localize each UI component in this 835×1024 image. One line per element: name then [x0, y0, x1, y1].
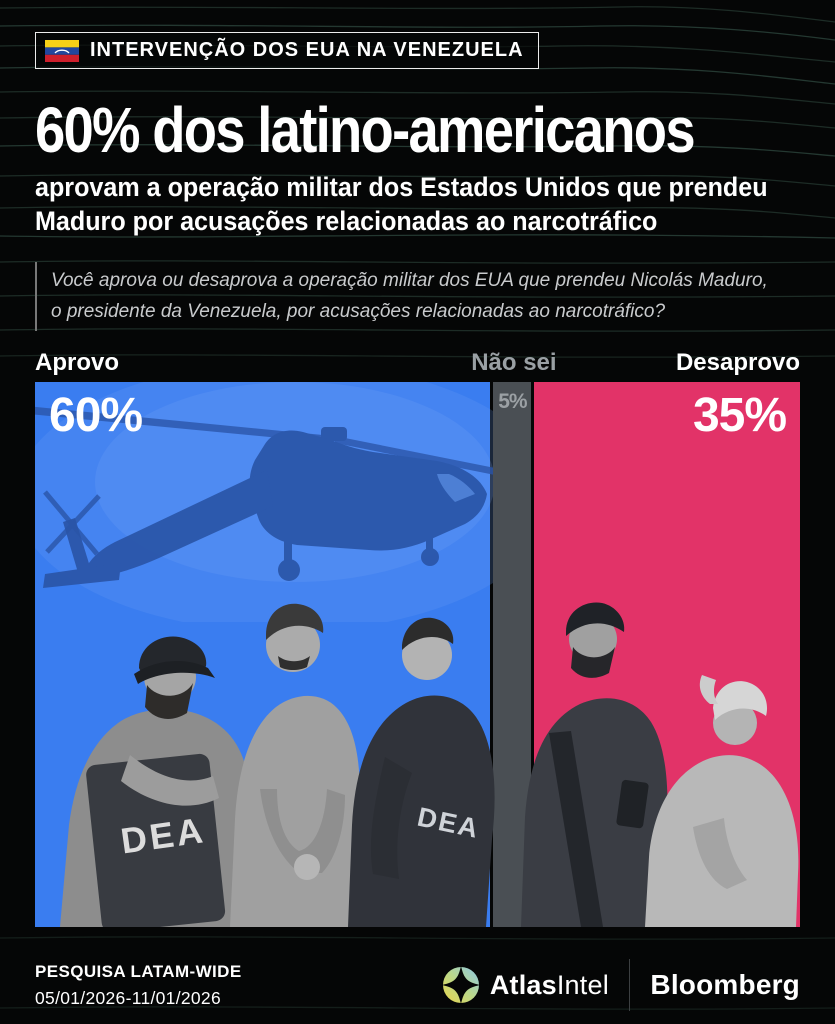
survey-date-range: 05/01/2026-11/01/2026 — [35, 987, 221, 1008]
survey-question-line-2: o presidente da Venezuela, por acusações… — [51, 300, 666, 322]
subheadline-line-1: aprovam a operação militar dos Estados U… — [35, 172, 768, 203]
subheadline-line-2: Maduro por acusações relacionadas ao nar… — [35, 206, 658, 237]
disapprove-value: 35% — [692, 389, 787, 442]
badge-label: INTERVENÇÃO DOS EUA NA VENEZUELA — [90, 39, 524, 61]
logo-divider — [628, 959, 631, 1011]
logos: AtlasIntel Bloomberg — [441, 959, 800, 1011]
venezuela-flag-icon — [45, 39, 79, 62]
bloomberg-logo: Bloomberg — [650, 969, 800, 1000]
headline: 60% dos latino-americanos — [35, 94, 696, 166]
approve-value: 60% — [49, 389, 143, 442]
survey-question-line-1: Você aprova ou desaprova a operação mili… — [51, 270, 768, 292]
neutral-value: 5% — [498, 390, 527, 413]
atlasintel-icon — [441, 966, 480, 1004]
atlasintel-wordmark: AtlasIntel — [489, 969, 609, 1000]
atlasintel-logo: AtlasIntel — [441, 965, 609, 1005]
approve-bar-segment: 60% — [35, 382, 495, 927]
topic-badge: INTERVENÇÃO DOS EUA NA VENEZUELA — [35, 32, 539, 69]
approve-label: Aprovo — [35, 349, 119, 376]
stacked-bar-chart: 60% 5% 35% DEA — [35, 382, 800, 927]
bar-category-labels: Aprovo Não sei Desaprovo — [35, 349, 800, 377]
survey-meta: PESQUISA LATAM-WIDE 05/01/2026-11/01/202… — [35, 962, 242, 1009]
neutral-label: Não sei — [471, 349, 557, 376]
disapprove-bar-segment: 35% — [534, 382, 800, 927]
neutral-bar-segment: 5% — [493, 382, 532, 927]
survey-name: PESQUISA LATAM-WIDE — [35, 961, 242, 981]
footer: PESQUISA LATAM-WIDE 05/01/2026-11/01/202… — [35, 959, 800, 1011]
survey-question: Você aprova ou desaprova a operação mili… — [35, 262, 800, 331]
subheadline: aprovam a operação militar dos Estados U… — [35, 170, 768, 238]
disapprove-label: Desaprovo — [675, 349, 800, 376]
